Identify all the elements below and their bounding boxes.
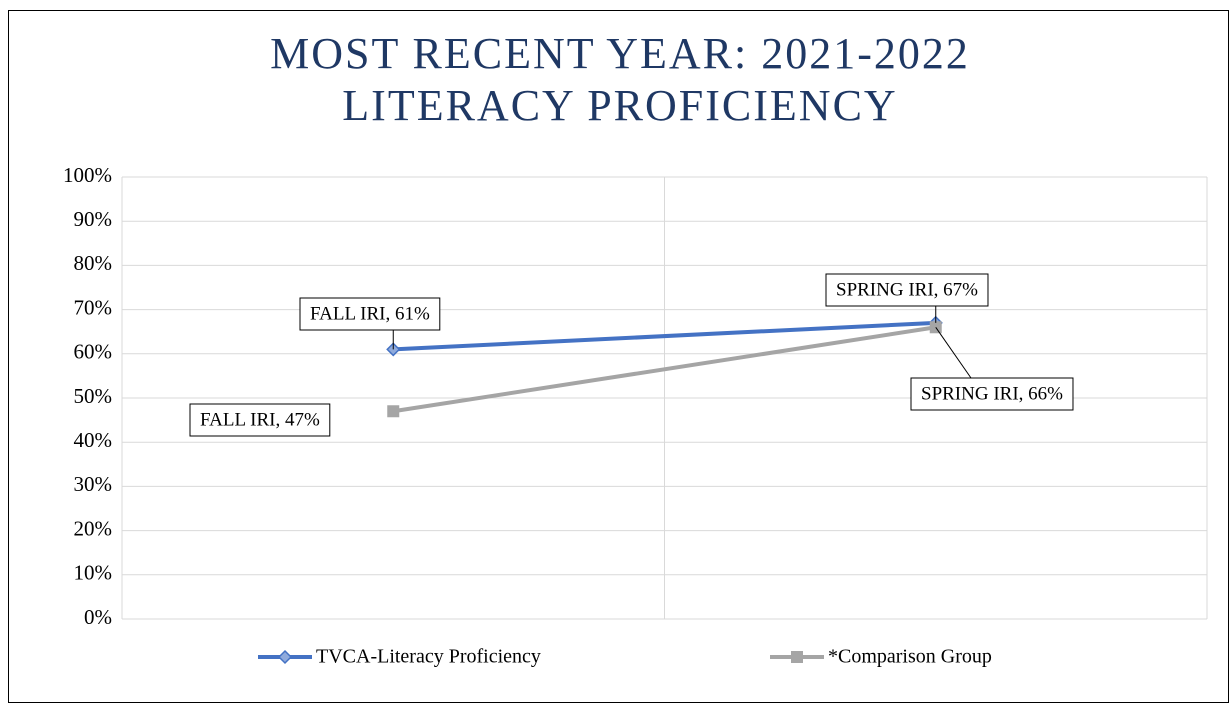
data-label-box <box>189 403 331 437</box>
marker <box>387 405 400 418</box>
data-label-box <box>825 273 989 307</box>
legend-label: TVCA-Literacy Proficiency <box>316 646 541 668</box>
y-tick-label: 20% <box>74 516 113 540</box>
y-tick-label: 90% <box>74 207 113 231</box>
legend-label: *Comparison Group <box>828 646 992 668</box>
data-label: FALL IRI, 61% <box>310 303 430 324</box>
y-tick-label: 30% <box>74 472 113 496</box>
data-label-box <box>910 377 1074 411</box>
leader-line <box>935 326 972 379</box>
y-tick-label: 60% <box>74 340 113 364</box>
y-tick-label: 100% <box>63 163 112 187</box>
y-tick-label: 10% <box>74 561 113 585</box>
legend-marker <box>791 651 803 663</box>
chart-title: MOST RECENT YEAR: 2021-2022 <box>270 29 970 78</box>
chart-frame <box>8 10 1229 703</box>
chart-title: LITERACY PROFICIENCY <box>342 81 897 130</box>
series-line <box>393 320 936 352</box>
series-line <box>392 325 937 414</box>
legend-marker <box>277 649 293 665</box>
data-label-box <box>299 297 441 331</box>
y-tick-label: 70% <box>74 295 113 319</box>
y-tick-label: 40% <box>74 428 113 452</box>
data-label: SPRING IRI, 66% <box>921 383 1063 404</box>
data-label: SPRING IRI, 67% <box>836 279 978 300</box>
y-tick-label: 50% <box>74 384 113 408</box>
y-tick-label: 80% <box>74 251 113 275</box>
data-label: FALL IRI, 47% <box>200 409 320 430</box>
y-tick-label: 0% <box>84 605 112 629</box>
